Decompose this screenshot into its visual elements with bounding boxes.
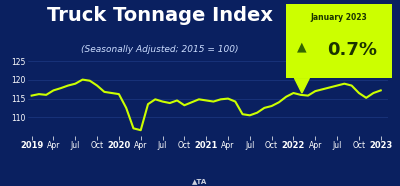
Polygon shape bbox=[294, 78, 309, 93]
Text: Truck Tonnage Index: Truck Tonnage Index bbox=[47, 6, 273, 25]
Text: 0.7%: 0.7% bbox=[327, 41, 377, 59]
Text: ▲TA: ▲TA bbox=[192, 178, 208, 184]
Text: January 2023: January 2023 bbox=[311, 13, 367, 22]
Text: (Seasonally Adjusted; 2015 = 100): (Seasonally Adjusted; 2015 = 100) bbox=[81, 45, 239, 54]
Text: ▲: ▲ bbox=[297, 40, 307, 53]
